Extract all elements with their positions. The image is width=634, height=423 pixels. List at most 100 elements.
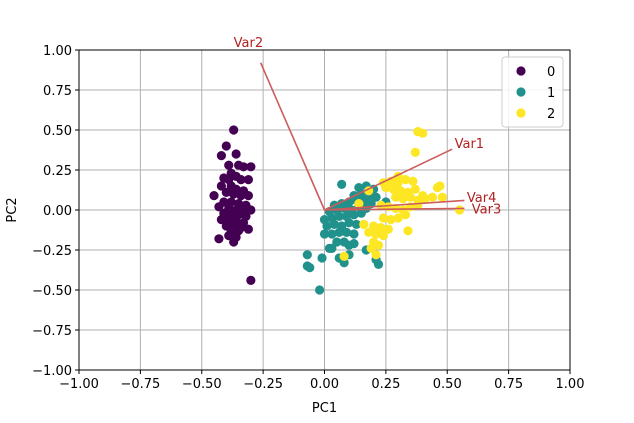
legend-label: 2 xyxy=(547,107,555,122)
y-tick-label: 0.25 xyxy=(43,164,72,179)
scatter-point xyxy=(246,275,256,285)
scatter-point xyxy=(364,227,374,237)
scatter-point xyxy=(391,192,401,202)
scatter-point xyxy=(327,229,337,239)
loading-vector-var3 xyxy=(324,207,465,211)
y-axis-label: PC2 xyxy=(5,197,20,222)
x-tick-label: −0.75 xyxy=(120,377,160,392)
loading-vector-var1 xyxy=(324,148,453,211)
scatter-point xyxy=(305,263,315,273)
scatter-point xyxy=(341,211,352,221)
x-tick-label: 0.25 xyxy=(371,377,400,392)
scatter-point xyxy=(383,224,393,234)
scatter-point xyxy=(216,151,226,161)
scatter-point xyxy=(337,221,347,231)
series-1 xyxy=(302,179,391,295)
loading-vector-var4 xyxy=(324,199,465,211)
scatter-point xyxy=(221,187,231,197)
y-tick-label: 0.75 xyxy=(43,84,72,99)
scatter-point xyxy=(341,227,352,237)
y-tick-label: −0.75 xyxy=(32,324,72,339)
scatter-point xyxy=(209,191,219,201)
legend-marker xyxy=(516,108,526,118)
x-tick-label: −0.25 xyxy=(243,377,283,392)
axis-ticks: −1.00 −0.75 −0.50 −0.25 0.00 0.25 0.50 0.75 1.00… xyxy=(32,44,584,392)
scatter-point xyxy=(246,205,256,215)
scatter-point xyxy=(351,219,362,229)
scatter-point xyxy=(354,199,364,209)
scatter-point xyxy=(437,192,447,202)
scatter-points xyxy=(209,125,465,295)
scatter-point xyxy=(246,162,256,172)
scatter-point xyxy=(243,224,253,234)
x-tick-label: 1.00 xyxy=(556,377,585,392)
scatter-point xyxy=(403,226,413,236)
scatter-point xyxy=(432,183,443,193)
scatter-point xyxy=(381,183,391,193)
scatter-point xyxy=(224,231,234,241)
scatter-point xyxy=(454,205,465,215)
scatter-point xyxy=(371,229,381,239)
scatter-point xyxy=(317,253,327,263)
scatter-point xyxy=(386,215,396,225)
scatter-point xyxy=(236,175,246,185)
scatter-point xyxy=(400,210,411,220)
scatter-point xyxy=(337,179,347,189)
x-axis-label: PC1 xyxy=(312,401,337,416)
y-tick-label: −0.50 xyxy=(32,284,72,299)
scatter-point xyxy=(319,215,330,225)
scatter-point xyxy=(369,221,379,231)
scatter-point xyxy=(366,243,376,253)
y-tick-label: 1.00 xyxy=(43,44,72,59)
series-2 xyxy=(339,127,465,261)
scatter-point xyxy=(231,149,241,159)
scatter-point xyxy=(332,237,342,247)
scatter-point xyxy=(339,251,349,261)
scatter-point xyxy=(396,186,406,196)
scatter-point xyxy=(229,189,239,199)
x-tick-label: −1.00 xyxy=(59,377,99,392)
scatter-point xyxy=(418,128,428,138)
scatter-point xyxy=(319,229,330,239)
scatter-point xyxy=(371,192,381,202)
scatter-point xyxy=(221,141,231,151)
scatter-point xyxy=(427,192,438,202)
scatter-point xyxy=(349,239,359,249)
scatter-point xyxy=(224,160,234,170)
vector-label-var1: Var1 xyxy=(455,137,484,152)
legend-label: 1 xyxy=(547,86,555,101)
scatter-point xyxy=(371,250,381,260)
scatter-point xyxy=(376,223,386,233)
scatter-point xyxy=(373,259,384,269)
x-tick-label: −0.50 xyxy=(182,377,222,392)
scatter-point xyxy=(354,183,364,193)
vector-label-var4: Var4 xyxy=(467,191,496,206)
scatter-point xyxy=(398,194,408,204)
scatter-point xyxy=(408,176,418,186)
x-tick-label: 0.50 xyxy=(433,377,462,392)
legend: 0 1 2 xyxy=(501,56,564,128)
scatter-point xyxy=(410,184,420,194)
scatter-point xyxy=(238,162,249,172)
scatter-point xyxy=(229,237,239,247)
y-tick-label: 0.50 xyxy=(43,124,72,139)
scatter-point xyxy=(410,147,420,157)
scatter-point xyxy=(405,192,416,202)
legend-box xyxy=(501,56,564,128)
scatter-point xyxy=(216,181,226,191)
scatter-point xyxy=(373,240,384,250)
scatter-point xyxy=(400,175,411,185)
y-tick-label: −0.25 xyxy=(32,244,72,259)
scatter-point xyxy=(229,125,239,135)
vector-label-var3: Var3 xyxy=(472,202,501,217)
scatter-point xyxy=(314,285,325,295)
scatter-point xyxy=(393,213,403,223)
scatter-point xyxy=(388,184,398,194)
scatter-point xyxy=(349,229,359,239)
scatter-point xyxy=(359,219,369,229)
scatter-point xyxy=(378,213,389,223)
loading-vector-var2 xyxy=(259,62,326,211)
scatter-point xyxy=(214,202,224,212)
